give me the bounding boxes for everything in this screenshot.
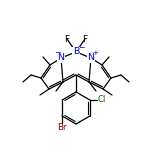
Text: −: − — [54, 48, 60, 57]
Text: B: B — [73, 47, 79, 57]
Text: −: − — [78, 43, 84, 52]
Text: F: F — [82, 35, 88, 43]
Text: F: F — [64, 35, 70, 43]
Text: +: + — [92, 50, 98, 56]
Text: N: N — [88, 54, 95, 62]
Text: Br: Br — [57, 123, 67, 132]
Text: Cl: Cl — [98, 95, 106, 105]
Text: N: N — [57, 54, 64, 62]
